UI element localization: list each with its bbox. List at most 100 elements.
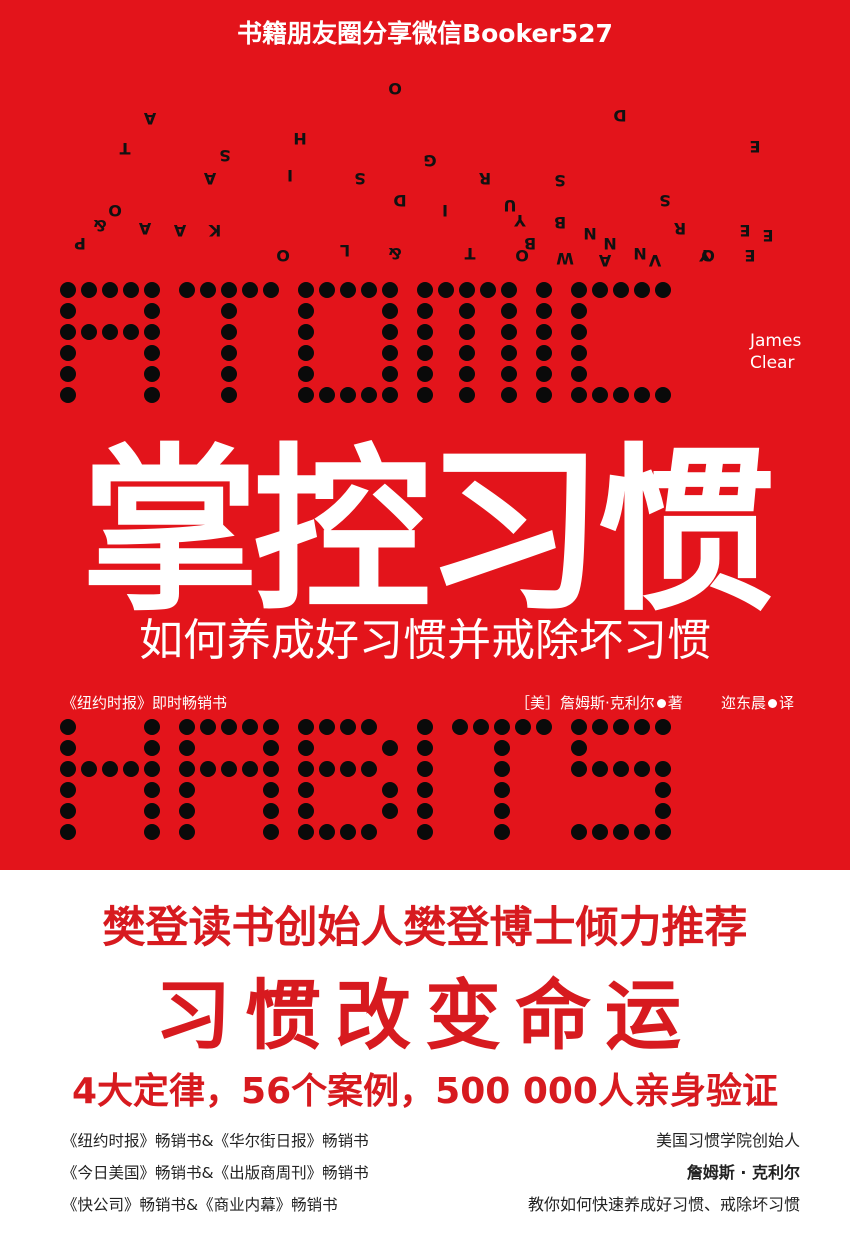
matrix-dot [382,366,398,382]
matrix-dot [179,824,195,840]
matrix-dot [298,803,314,819]
matrix-dot [221,345,237,361]
matrix-dot [592,719,608,735]
matrix-dot [655,803,671,819]
matrix-dot [536,387,552,403]
stats-line: 4大定律，56个案例，500 000人亲身验证 [72,1071,778,1112]
matrix-dot [613,719,629,735]
matrix-dot [655,782,671,798]
matrix-dot [655,761,671,777]
author-credit: ［美］詹姆斯·克利尔著 迩东晨译 [515,692,794,713]
matrix-dot [459,303,475,319]
matrix-dot [60,782,76,798]
author-role: 著 [667,694,683,712]
matrix-dot [361,761,377,777]
matrix-dot [536,282,552,298]
matrix-dot [417,782,433,798]
matrix-dot [459,282,475,298]
matrix-dot [298,324,314,340]
matrix-dot [382,782,398,798]
matrix-dot [459,366,475,382]
matrix-dot [417,303,433,319]
matrix-dot [571,719,587,735]
matrix-dot [382,345,398,361]
matrix-dot [179,782,195,798]
matrix-dot [263,803,279,819]
matrix-dot [382,303,398,319]
matrix-dot [571,740,587,756]
matrix-dot [613,824,629,840]
matrix-dot [536,303,552,319]
matrix-dot [319,824,335,840]
matrix-dot [200,761,216,777]
matrix-dot [382,387,398,403]
matrix-dot [221,282,237,298]
matrix-dot [242,761,258,777]
matrix-dot [655,282,671,298]
matrix-dot [417,719,433,735]
matrix-dot [144,782,160,798]
watermark-text: 书籍朋友圈分享微信Booker527 [237,19,613,48]
matrix-dot [102,761,118,777]
matrix-dot [340,761,356,777]
matrix-dot [319,719,335,735]
matrix-dot [417,366,433,382]
matrix-dot [571,761,587,777]
matrix-dot [592,282,608,298]
matrix-dot [144,824,160,840]
matrix-dot [361,387,377,403]
matrix-dot [459,387,475,403]
matrix-dot [592,824,608,840]
matrix-dot [494,761,510,777]
nyt-badge: 《纽约时报》即时畅销书 [62,694,228,712]
matrix-dot [60,824,76,840]
matrix-dot [60,387,76,403]
matrix-dot [102,282,118,298]
matrix-dot [60,345,76,361]
matrix-dot [459,345,475,361]
matrix-dot [298,387,314,403]
matrix-dot [102,324,118,340]
matrix-dot [613,387,629,403]
matrix-dot [81,761,97,777]
matrix-dot [144,387,160,403]
matrix-dot [501,324,517,340]
matrix-dot [571,303,587,319]
matrix-dot [60,303,76,319]
matrix-dot [571,387,587,403]
matrix-dot [438,282,454,298]
matrix-dot [221,761,237,777]
matrix-dot [221,719,237,735]
matrix-dot [144,740,160,756]
author-english: James Clear [750,330,801,374]
matrix-dot [298,719,314,735]
matrix-dot [571,282,587,298]
matrix-dot [655,719,671,735]
matrix-dot [634,387,650,403]
matrix-dot [417,824,433,840]
matrix-dot [361,282,377,298]
founder-tagline: 教你如何快速养成好习惯、戒除坏习惯 [527,1195,800,1214]
matrix-dot [417,324,433,340]
matrix-dot [417,282,433,298]
matrix-dot [417,761,433,777]
matrix-dot [144,366,160,382]
matrix-dot [340,719,356,735]
matrix-dot [592,761,608,777]
author-last-name: Clear [750,353,795,373]
matrix-dot [144,803,160,819]
matrix-dot [200,282,216,298]
matrix-dot [417,740,433,756]
recommendation-line: 樊登读书创始人樊登博士倾力推荐 [102,903,748,953]
matrix-dot [179,282,195,298]
matrix-dot [263,282,279,298]
founder-title: 美国习惯学院创始人 [655,1131,800,1150]
matrix-dot [60,761,76,777]
matrix-dot [536,366,552,382]
matrix-dot [60,282,76,298]
matrix-dot [298,740,314,756]
matrix-dot [242,282,258,298]
matrix-dot [494,824,510,840]
matrix-dot [382,282,398,298]
matrix-dot [501,345,517,361]
